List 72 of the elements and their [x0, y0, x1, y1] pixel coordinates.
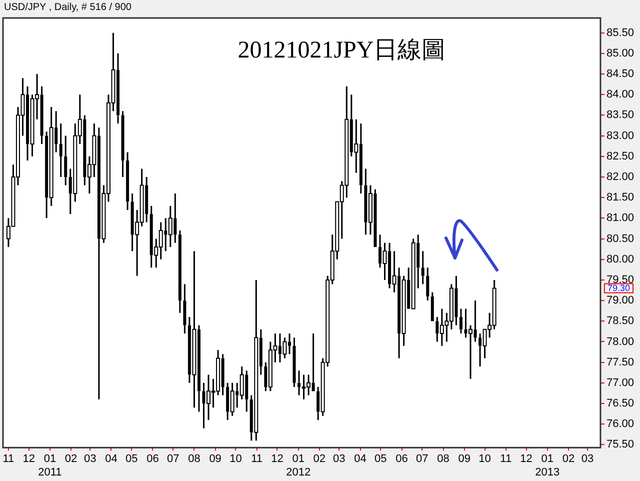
candlestick	[183, 283, 186, 334]
candlestick	[49, 106, 54, 207]
y-tick-label: 82.00	[606, 171, 634, 184]
y-tick-label: 85.00	[606, 47, 634, 60]
y-tick-label: 78.00	[606, 336, 634, 348]
x-tick-label: 12	[271, 453, 284, 466]
x-tick-label: 02	[562, 453, 575, 466]
y-tick-label: 76.00	[606, 418, 634, 430]
candlestick	[402, 275, 406, 347]
x-tick-label: 08	[188, 453, 200, 466]
text: 79.30	[607, 283, 630, 294]
x-tick-label: 03	[581, 453, 594, 466]
y-tick-label: 81.50	[606, 192, 634, 204]
candlestick	[126, 152, 130, 211]
candlestick	[426, 266, 430, 302]
x-tick-label: 10	[230, 453, 242, 466]
y-tick-label: 75.50	[606, 438, 634, 451]
x-tick-label: 01 2012	[286, 453, 311, 478]
x-tick-label: 11	[2, 453, 14, 466]
y-tick-label: 79.00	[606, 294, 634, 307]
candlestick	[292, 336, 296, 388]
x-tick-label: 06	[146, 453, 159, 466]
x-tick-label: 05	[374, 453, 387, 466]
candlestick	[168, 205, 172, 248]
candlestick	[230, 382, 234, 417]
y-tick-label: 77.00	[606, 376, 634, 389]
x-tick-label: 09	[209, 453, 222, 466]
x-tick-label: 12	[520, 453, 532, 466]
candlestick	[430, 292, 434, 322]
y-tick-label: 77.50	[606, 356, 634, 368]
x-tick-label: 03	[84, 453, 96, 466]
x-tick-label: 07	[416, 453, 428, 466]
x-tick-label: 01 2013	[535, 453, 560, 478]
x-tick-label: 11	[251, 453, 263, 466]
x-tick-label: 03	[333, 453, 346, 466]
candlestick	[254, 279, 258, 442]
y-tick-label: 83.00	[606, 130, 634, 142]
chart-subtitle: USD/JPY , Daily, # 516 / 900	[4, 2, 132, 13]
x-tick-label: 02	[64, 453, 78, 466]
y-tick-label: 81.00	[606, 212, 634, 224]
x-tick-label: 02	[313, 453, 326, 466]
x-tick-label: 06	[396, 453, 408, 466]
y-tick-label: 76.50	[606, 398, 634, 410]
candlestick	[421, 250, 424, 285]
candlestick	[240, 366, 244, 400]
x-tick-label: 01 2011	[38, 453, 62, 478]
x-tick-label: 05	[125, 453, 138, 466]
candlestick	[178, 230, 182, 314]
x-tick-label: 04	[354, 453, 366, 466]
y-tick-label: 84.00	[606, 88, 634, 101]
x-tick-label: 11	[500, 453, 512, 466]
candlestick	[459, 308, 462, 334]
y-tick-label: 80.50	[606, 232, 634, 245]
candlestick	[382, 242, 387, 281]
candlestick	[64, 135, 68, 186]
candlestick	[121, 110, 124, 178]
candlestick	[192, 250, 196, 408]
y-tick-label: 78.50	[606, 315, 634, 328]
x-tick-label: 04	[105, 453, 118, 466]
x-tick-label: 08	[437, 453, 450, 466]
x-tick-label: 12	[22, 453, 35, 466]
y-tick-label: 82.50	[606, 150, 634, 162]
y-tick-label: 80.00	[606, 253, 634, 266]
y-tick-label: 79.50	[606, 274, 634, 286]
text: 20121021JPY日線圖	[238, 37, 446, 64]
y-tick-label: 84.50	[606, 68, 634, 80]
y-tick-label: 85.50	[606, 26, 634, 39]
x-tick-label: 10	[478, 453, 491, 466]
y-tick-label: 83.50	[606, 109, 634, 122]
x-tick-label: 09	[458, 453, 470, 466]
x-tick-label: 07	[167, 453, 180, 466]
candlestick	[59, 122, 62, 178]
